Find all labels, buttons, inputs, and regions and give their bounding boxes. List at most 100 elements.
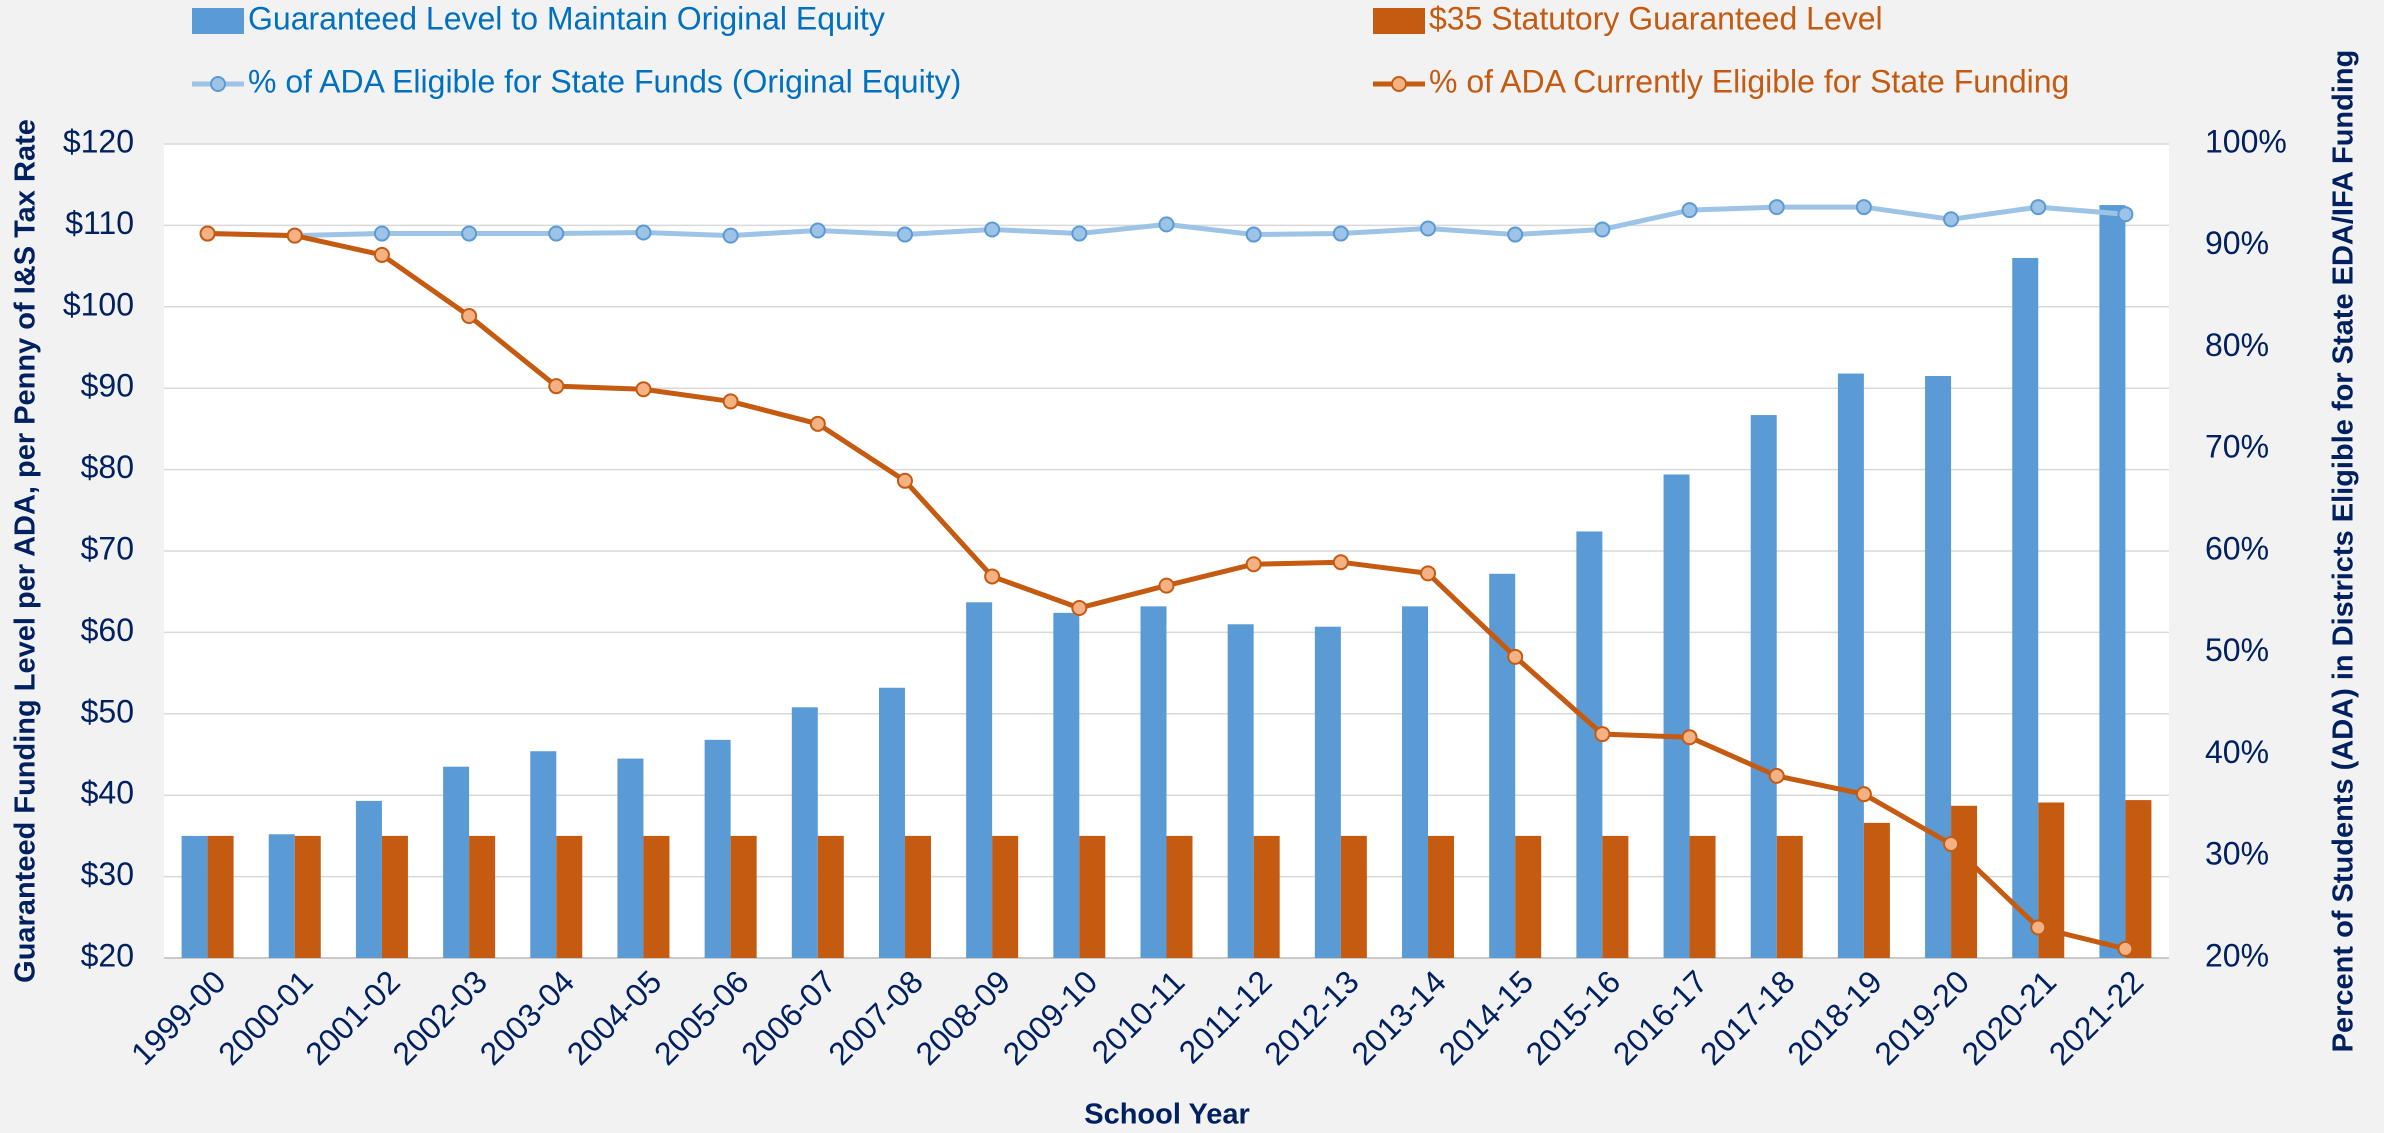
- bar: [1402, 606, 1429, 958]
- bar: [1140, 606, 1167, 958]
- line-marker: [984, 221, 1001, 238]
- legend-label: Guaranteed Level to Maintain Original Eq…: [248, 0, 885, 36]
- bar: [1951, 805, 1978, 958]
- line-marker: [1420, 565, 1437, 582]
- bar: [1750, 415, 1777, 958]
- bar: [530, 751, 557, 958]
- line-marker: [1943, 836, 1960, 853]
- bar: [2012, 257, 2039, 959]
- y-axis-title: Guaranteed Funding Level per ADA, per Pe…: [10, 119, 42, 983]
- x-axis-title: School Year: [1084, 1099, 1250, 1131]
- bar: [1515, 835, 1542, 958]
- y-tick-label: $30: [81, 856, 134, 892]
- line-marker: [1768, 767, 1785, 784]
- line-marker: [1420, 220, 1437, 237]
- y2-tick-label: 90%: [2205, 225, 2269, 261]
- line-marker: [896, 226, 913, 243]
- bar: [268, 834, 295, 958]
- bar: [1776, 835, 1803, 958]
- y2-tick-label: 60%: [2205, 530, 2269, 566]
- y2-axis-title: Percent of Students (ADA) in Districts E…: [2328, 50, 2360, 1053]
- bar: [294, 835, 321, 958]
- bar: [730, 835, 757, 958]
- y2-tick-label: 30%: [2205, 836, 2269, 872]
- line-marker: [1245, 556, 1262, 573]
- bar: [878, 687, 905, 958]
- bar: [1314, 626, 1341, 958]
- line-marker: [1943, 211, 1960, 228]
- y-tick-label: $50: [81, 693, 134, 729]
- line-marker: [1332, 554, 1349, 571]
- line-marker: [1594, 221, 1611, 238]
- bar: [1663, 474, 1690, 958]
- bar: [1253, 835, 1280, 958]
- line-marker: [1681, 202, 1698, 219]
- bar: [181, 835, 208, 958]
- legend-swatch: [1391, 76, 1407, 92]
- line-marker: [635, 381, 652, 398]
- legend-label: % of ADA Eligible for State Funds (Origi…: [248, 63, 961, 99]
- line-marker: [984, 568, 1001, 585]
- line-marker: [1681, 729, 1698, 746]
- bar: [1166, 835, 1193, 958]
- line-marker: [1071, 225, 1088, 242]
- legend-swatch: [192, 8, 244, 34]
- line-marker: [809, 222, 826, 239]
- legend-label: % of ADA Currently Eligible for State Fu…: [1429, 63, 2069, 99]
- bar: [556, 835, 583, 958]
- y-tick-label: $100: [63, 286, 134, 322]
- bar: [1863, 822, 1890, 958]
- bar: [966, 602, 993, 958]
- line-marker: [809, 415, 826, 432]
- y2-tick-label: 100%: [2205, 123, 2287, 159]
- bar: [904, 835, 931, 958]
- y2-tick-label: 50%: [2205, 632, 2269, 668]
- y-tick-label: $70: [81, 530, 134, 566]
- line-marker: [1507, 648, 1524, 665]
- bar: [1837, 373, 1864, 959]
- line-marker: [635, 224, 652, 241]
- line-marker: [896, 472, 913, 489]
- bar: [355, 800, 382, 958]
- y2-tick-label: 20%: [2205, 937, 2269, 973]
- line-marker: [722, 393, 739, 410]
- bar: [1602, 835, 1629, 958]
- line-marker: [1071, 599, 1088, 616]
- bar: [1925, 375, 1952, 958]
- bar: [1689, 835, 1716, 958]
- legend-swatch: [1373, 8, 1425, 34]
- line-marker: [461, 307, 478, 324]
- y-tick-label: $90: [81, 368, 134, 404]
- y-tick-label: $80: [81, 449, 134, 485]
- bar: [469, 835, 496, 958]
- y-tick-label: $40: [81, 775, 134, 811]
- bar: [992, 835, 1019, 958]
- line-marker: [461, 225, 478, 242]
- bar: [381, 835, 408, 958]
- bar: [1489, 573, 1516, 958]
- bar: [791, 707, 818, 958]
- line-marker: [2030, 919, 2047, 936]
- line-marker: [2117, 206, 2134, 223]
- legend-swatch: [210, 76, 226, 92]
- bar: [704, 739, 731, 958]
- bar: [1576, 531, 1603, 958]
- bar: [1227, 624, 1254, 958]
- bar: [643, 835, 670, 958]
- line-marker: [1855, 199, 1872, 216]
- line-marker: [722, 227, 739, 244]
- bar: [2099, 205, 2126, 959]
- line-marker: [199, 225, 216, 242]
- y-tick-label: $20: [81, 937, 134, 973]
- bar: [1428, 835, 1455, 958]
- line-marker: [373, 246, 390, 263]
- line-marker: [1332, 225, 1349, 242]
- line-marker: [548, 378, 565, 395]
- bar: [1340, 835, 1367, 958]
- line-marker: [1245, 226, 1262, 243]
- y-tick-label: $120: [63, 123, 134, 159]
- bar: [817, 835, 844, 958]
- line-marker: [548, 225, 565, 242]
- bar: [207, 835, 234, 958]
